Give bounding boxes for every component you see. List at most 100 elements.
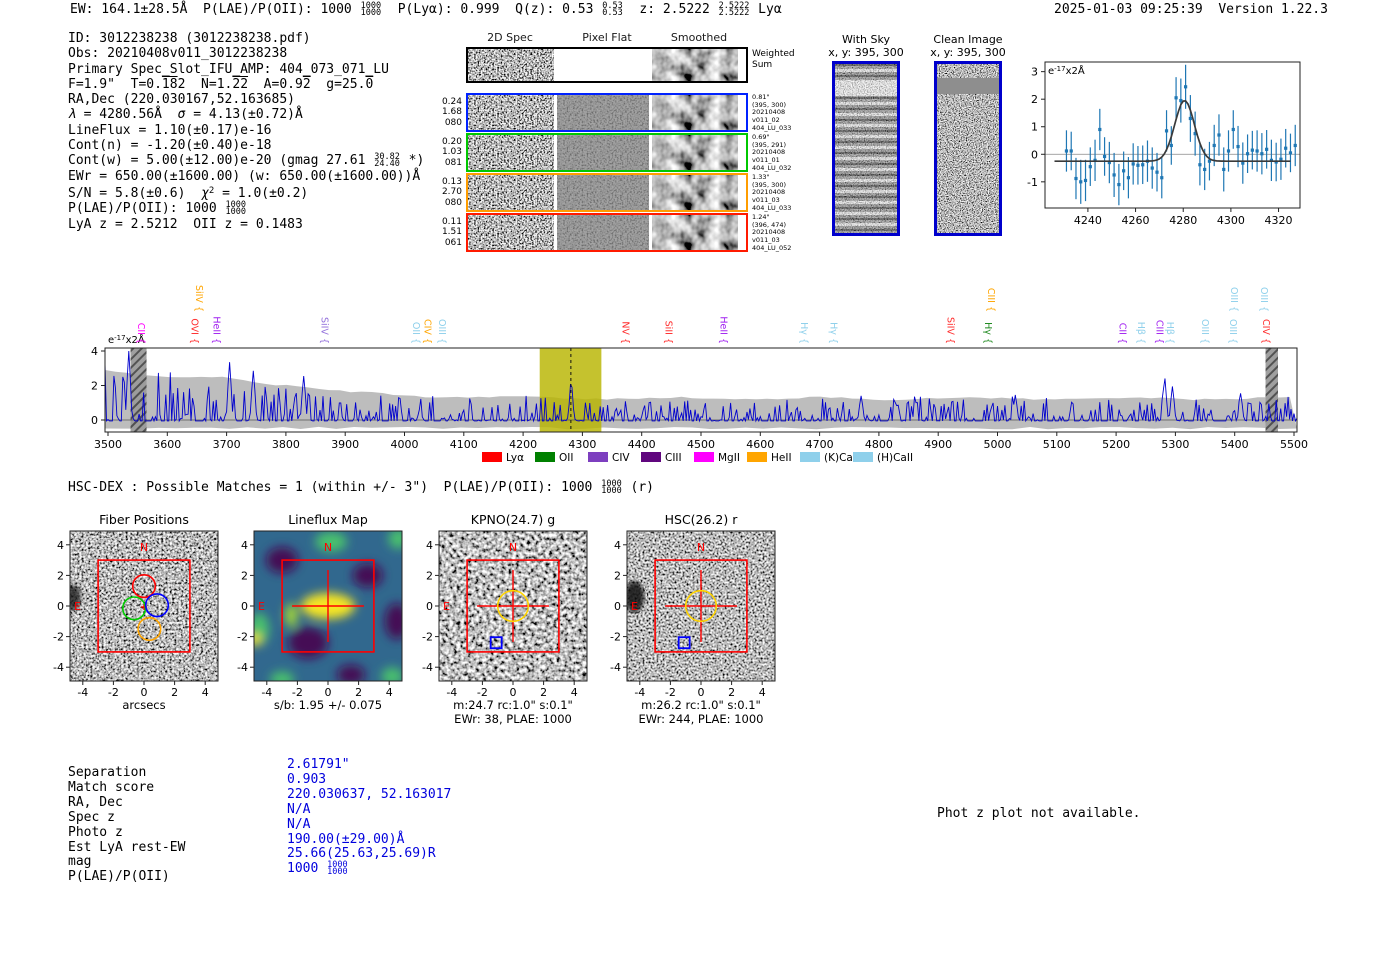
- fiber-id-labels: 0.69" (395, 291) 20210408 v011_01 404_LU_032: [752, 133, 792, 172]
- smoothed-cell: [652, 175, 738, 210]
- cutout-y-tick: 2: [241, 569, 248, 582]
- cutout-x-tick: 4: [571, 686, 578, 699]
- data-point: [1064, 149, 1069, 153]
- y-tick-label: -1: [1027, 176, 1038, 189]
- info-line: LineFlux = 1.10(±0.17)e-16: [68, 122, 272, 138]
- source-ellipse-outline: [627, 578, 647, 616]
- legend-label: HeII: [771, 452, 792, 464]
- wavelength-tick-label: 4700: [806, 438, 834, 451]
- legend-swatch: [482, 452, 502, 462]
- legend-swatch: [800, 452, 820, 462]
- compass-east: E: [631, 600, 638, 613]
- legend-swatch: [853, 452, 873, 462]
- line-label-OIII: OIII {: [436, 319, 447, 344]
- fiber-id-labels: 0.81" (395, 300) 20210408 v011_02 404_LU_033: [752, 93, 792, 132]
- cutout-x-tick: 2: [728, 686, 735, 699]
- lineflux-blob: [315, 531, 348, 552]
- legend-swatch: [747, 452, 767, 462]
- cutout-y-tick: -4: [610, 661, 621, 674]
- spec2d-row-strip: [466, 47, 748, 83]
- lineflux-blob: [288, 626, 329, 659]
- cutout-caption2: EWr: 244, PLAE: 1000: [639, 712, 764, 726]
- cutout-x-tick: 0: [325, 686, 332, 699]
- hatch-band: [1265, 348, 1278, 432]
- spec2d-cell: [468, 49, 554, 81]
- fiber-weight-labels: 0.24 1.68 080: [441, 97, 462, 128]
- flux-tick-label: 2: [91, 380, 98, 393]
- data-point: [1279, 157, 1283, 161]
- lineflux-blob: [336, 664, 365, 681]
- wavelength-tick-label: 3500: [94, 438, 122, 451]
- lineflux-blob: [285, 603, 298, 628]
- cutout-y-tick: 0: [614, 600, 621, 613]
- data-point: [1083, 178, 1088, 183]
- wavelength-tick-label: 4300: [568, 438, 596, 451]
- wavelength-tick-label: 5200: [1102, 438, 1130, 451]
- wavelength-tick-label: 4800: [865, 438, 893, 451]
- legend-label: (K)CaII: [824, 452, 859, 464]
- compass-north: N: [324, 541, 332, 554]
- line-label-OIII: OIII {: [1228, 287, 1239, 312]
- legend-swatch: [535, 452, 555, 462]
- aperture-circle: [496, 589, 530, 623]
- match-row-value: 0.903: [287, 771, 327, 787]
- data-point: [1079, 180, 1083, 184]
- cutout-x-tick: -2: [292, 686, 303, 699]
- pixel-flat-cell: [557, 175, 649, 210]
- with-sky-image: [832, 61, 900, 236]
- cutout-caption: m:24.7 rc:1.0" s:0.1": [453, 698, 573, 712]
- data-point: [1179, 98, 1183, 103]
- spec2d-cell: [468, 95, 554, 130]
- cutout-x-tick: -4: [634, 686, 645, 699]
- data-point: [1088, 165, 1092, 169]
- cutout-title: Fiber Positions: [99, 512, 189, 527]
- cutout-title: HSC(26.2) r: [665, 512, 739, 527]
- wavelength-tick-label: 5400: [1221, 438, 1249, 451]
- pixel-flat-cell: [557, 49, 649, 81]
- stacked-fraction: 2.5222 2.5222: [718, 1, 750, 18]
- line-label-Hγ: Hγ {: [982, 322, 993, 344]
- wavelength-tick-label: 3900: [331, 438, 359, 451]
- legend-swatch: [694, 452, 714, 462]
- cutout-x-tick: 0: [510, 686, 517, 699]
- cutout-x-tick: 0: [141, 686, 148, 699]
- line-label-OIII: OIII {: [1227, 319, 1238, 344]
- spec2d-row-strip: [466, 93, 748, 132]
- cutout-kpno: N E 4 2 0 -2 -4 -4 -2 0 2 4 KPNO(24.7) g m:24.7 rc:1.…: [422, 512, 588, 726]
- data-point: [1112, 173, 1116, 177]
- cutout-x-tick: -4: [261, 686, 272, 699]
- smoothed-cell: [652, 95, 738, 130]
- info-line: λ = 4280.56Å σ = 4.13(±0.72)Å: [68, 107, 303, 123]
- clean-image-title: Clean Image: [933, 33, 1003, 46]
- wavelength-tick-label: 4500: [687, 438, 715, 451]
- lineflux-blob: [381, 667, 402, 681]
- line-fit-chart: -1 0 1 2 3 4240 4260 4280 4300 4320 e-17x2Å: [1027, 61, 1301, 227]
- data-point: [1131, 162, 1135, 166]
- cutout-y-tick: 4: [57, 539, 64, 552]
- data-point: [1288, 151, 1293, 155]
- info-line: EWr = 650.00(±1600.00) (w: 650.00(±1600.…: [68, 168, 421, 184]
- cutout-x-tick: -2: [665, 686, 676, 699]
- y-tick-label: 2: [1031, 93, 1038, 106]
- x-tick-label: 4260: [1122, 214, 1150, 227]
- cutout-y-tick: 0: [57, 600, 64, 613]
- data-point: [1102, 154, 1107, 159]
- y-tick-label: 0: [1031, 148, 1038, 161]
- cutout-caption2: EWr: 38, PLAE: 1000: [454, 712, 572, 726]
- wavelength-tick-label: 5000: [984, 438, 1012, 451]
- data-point: [1074, 176, 1078, 181]
- data-point: [1150, 166, 1154, 170]
- data-point: [1212, 143, 1216, 148]
- pixel-flat-cell: [557, 135, 649, 170]
- cutout-x-tick: 4: [202, 686, 209, 699]
- line-label-NV: NV {: [620, 321, 631, 344]
- compass-north: N: [697, 541, 705, 554]
- flux-tick-label: 0: [91, 414, 98, 427]
- data-point: [1184, 85, 1188, 89]
- hsc-dex-match-line: HSC-DEX : Possible Matches = 1 (within +…: [68, 479, 655, 496]
- cutout-y-tick: -4: [53, 661, 64, 674]
- clean-gray-band: [937, 78, 999, 94]
- lineflux-blob: [384, 603, 402, 640]
- data-point: [1093, 158, 1097, 162]
- wavelength-tick-label: 4000: [391, 438, 419, 451]
